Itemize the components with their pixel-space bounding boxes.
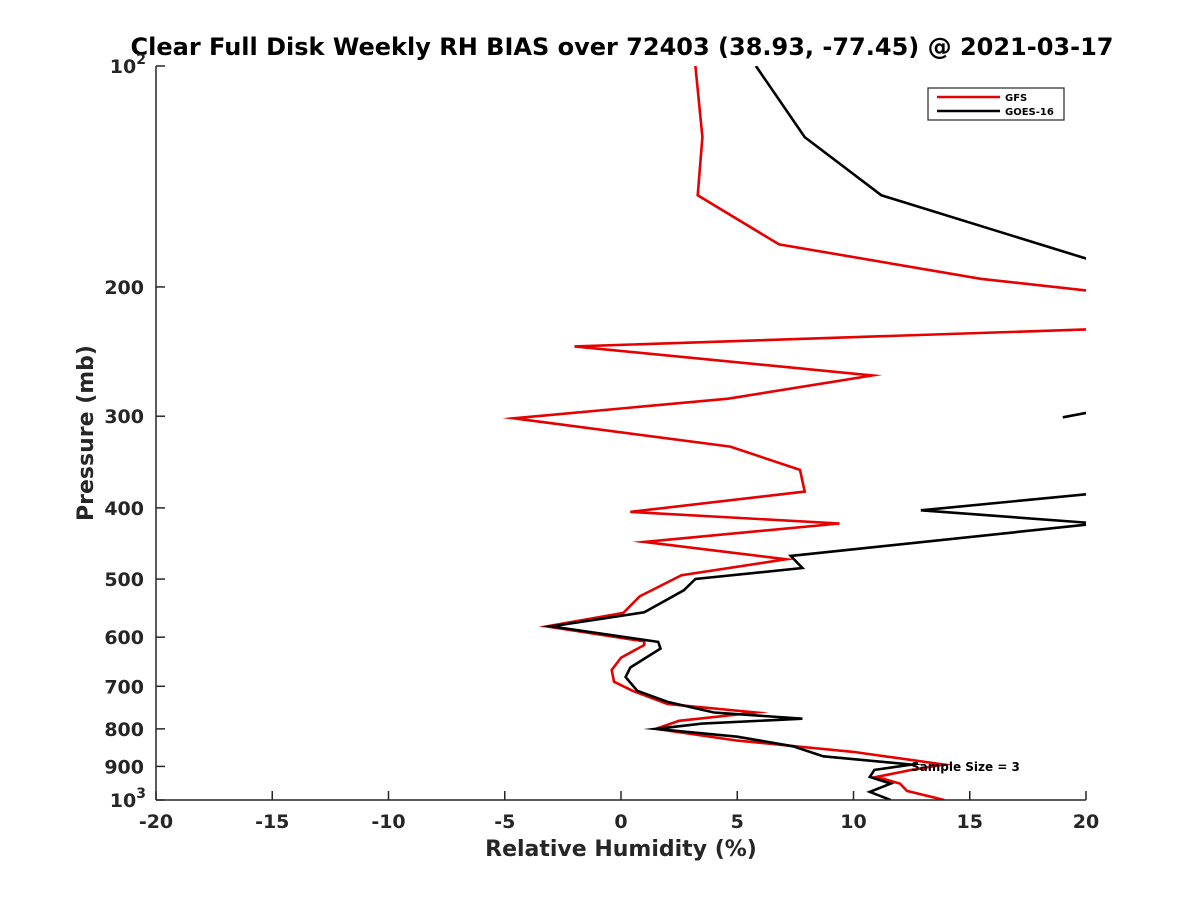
series-line-goes16-0 [754, 66, 1086, 260]
x-axis-label: Relative Humidity (%) [485, 837, 757, 862]
chart-title: Clear Full Disk Weekly RH BIAS over 7240… [131, 33, 1114, 61]
y-tick-label: 103 [110, 786, 146, 812]
y-tick-label: 400 [104, 498, 144, 520]
series-line-goes16-2 [542, 493, 1086, 800]
x-tick-label: -20 [139, 811, 173, 833]
x-tick-label: 15 [957, 811, 983, 833]
series-lines [502, 66, 1086, 800]
sample-size-annotation: Sample Size = 3 [911, 760, 1020, 774]
series-line-gfs [502, 66, 1086, 800]
y-tick-label: 600 [104, 627, 144, 649]
x-tick-label: 20 [1073, 811, 1099, 833]
series-line-goes16-1 [1062, 411, 1086, 419]
y-tick-label: 800 [104, 719, 144, 741]
legend-label-goes16: GOES-16 [1005, 107, 1054, 118]
legend: GFS GOES-16 [927, 87, 1065, 121]
legend-label-gfs: GFS [1005, 93, 1027, 104]
y-tick-label: 500 [104, 569, 144, 591]
y-tick-label: 102 [110, 52, 146, 78]
y-tick-label: 700 [104, 676, 144, 698]
y-tick-label: 900 [104, 756, 144, 778]
y-axis-label: Pressure (mb) [74, 345, 99, 521]
y-tick-label: 300 [104, 406, 144, 428]
x-tick-label: 10 [840, 811, 866, 833]
x-tick-label: 5 [731, 811, 744, 833]
plot-area: -20 -15 -10 -5 0 5 10 15 20 102 200 300 400 500 600 700… [104, 52, 1099, 833]
legend-box [927, 87, 1065, 121]
x-tick-label: -10 [371, 811, 405, 833]
x-tick-label: -5 [494, 811, 515, 833]
y-tick-label: 200 [104, 277, 144, 299]
x-tick-label: 0 [614, 811, 627, 833]
x-tick-label: -15 [255, 811, 289, 833]
